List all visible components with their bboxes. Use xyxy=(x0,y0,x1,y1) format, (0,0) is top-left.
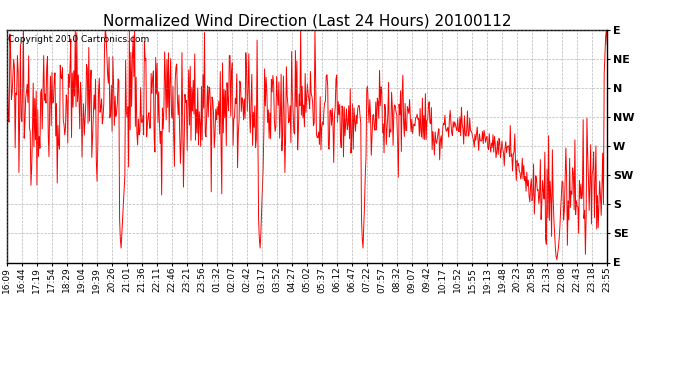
Text: Copyright 2010 Cartronics.com: Copyright 2010 Cartronics.com xyxy=(8,34,149,44)
Title: Normalized Wind Direction (Last 24 Hours) 20100112: Normalized Wind Direction (Last 24 Hours… xyxy=(103,14,511,29)
